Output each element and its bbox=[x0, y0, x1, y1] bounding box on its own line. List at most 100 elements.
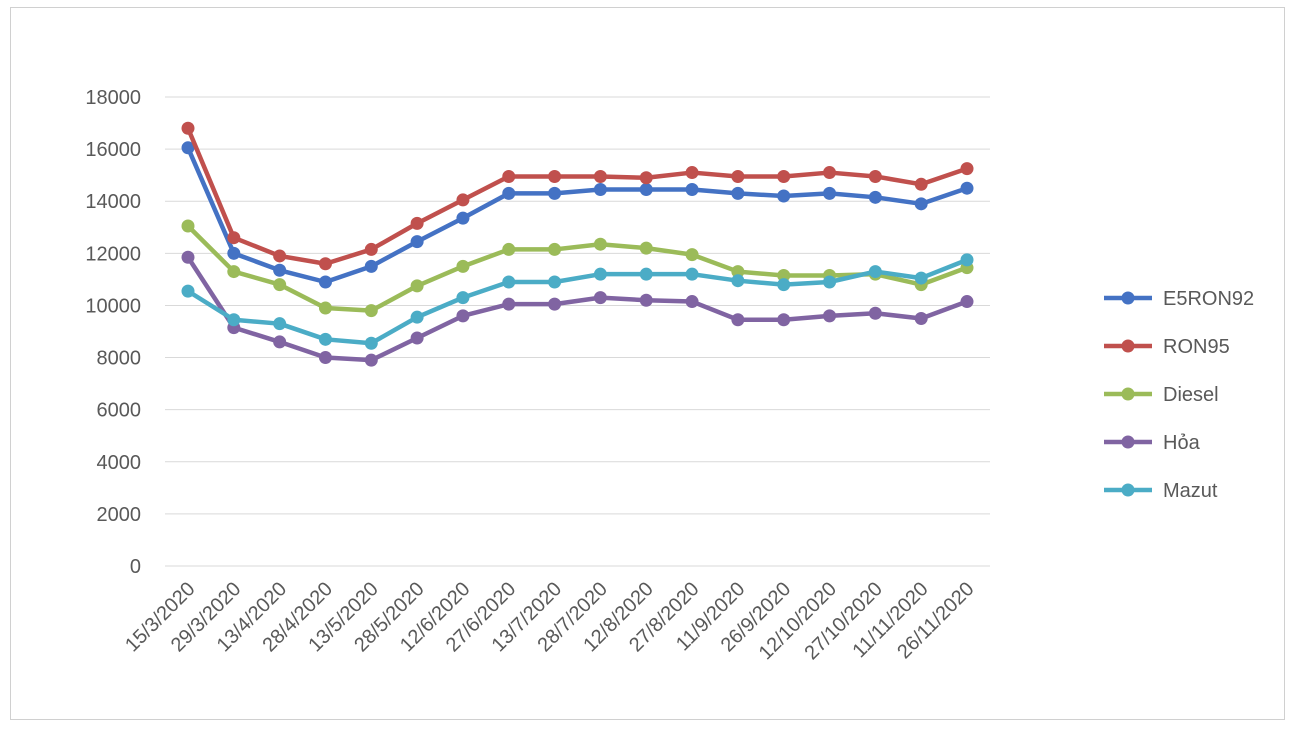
y-tick-label: 16000 bbox=[85, 139, 141, 161]
y-tick-label: 8000 bbox=[97, 348, 142, 370]
data-point bbox=[731, 313, 745, 327]
series-group bbox=[181, 121, 974, 367]
legend-label: Diesel bbox=[1163, 384, 1219, 406]
data-point bbox=[777, 169, 791, 183]
data-point bbox=[548, 297, 562, 311]
data-point bbox=[914, 197, 928, 211]
data-point bbox=[364, 336, 378, 350]
data-point bbox=[227, 231, 241, 245]
data-point bbox=[456, 211, 470, 225]
data-point bbox=[410, 331, 424, 345]
legend-label: RON95 bbox=[1163, 336, 1230, 358]
data-point bbox=[823, 166, 837, 180]
data-point bbox=[364, 242, 378, 256]
data-point bbox=[181, 121, 195, 135]
data-point bbox=[181, 284, 195, 298]
data-point bbox=[410, 235, 424, 249]
data-point bbox=[502, 169, 516, 183]
data-point bbox=[456, 193, 470, 207]
series-line bbox=[185, 223, 970, 313]
legend-label: E5RON92 bbox=[1163, 288, 1254, 310]
legend-swatch-marker bbox=[1121, 387, 1135, 401]
series-hỏa bbox=[181, 250, 974, 367]
y-tick-label: 10000 bbox=[85, 295, 141, 317]
data-point bbox=[273, 317, 287, 331]
legend-label: Mazut bbox=[1163, 480, 1218, 502]
data-point bbox=[685, 166, 699, 180]
series-diesel bbox=[181, 219, 974, 318]
data-point bbox=[593, 267, 607, 281]
data-point bbox=[960, 181, 974, 195]
y-tick-label: 2000 bbox=[97, 504, 142, 526]
series-e5ron92 bbox=[181, 141, 974, 289]
data-point bbox=[639, 241, 653, 255]
data-point bbox=[823, 186, 837, 200]
data-point bbox=[639, 293, 653, 307]
data-point bbox=[227, 246, 241, 260]
y-tick-label: 4000 bbox=[97, 452, 142, 474]
data-point bbox=[914, 271, 928, 285]
gridlines bbox=[165, 96, 990, 567]
data-point bbox=[914, 311, 928, 325]
data-point bbox=[502, 186, 516, 200]
data-point bbox=[273, 278, 287, 292]
data-point bbox=[364, 259, 378, 273]
data-point bbox=[685, 295, 699, 309]
data-point bbox=[456, 309, 470, 323]
data-point bbox=[593, 169, 607, 183]
y-tick-label: 6000 bbox=[97, 400, 142, 422]
legend-swatch-marker bbox=[1121, 435, 1135, 449]
legend-swatch-marker bbox=[1121, 291, 1135, 305]
data-point bbox=[685, 182, 699, 196]
data-point bbox=[777, 278, 791, 292]
data-point bbox=[685, 248, 699, 262]
data-point bbox=[593, 182, 607, 196]
data-point bbox=[731, 169, 745, 183]
legend-swatch-marker bbox=[1121, 339, 1135, 353]
data-point bbox=[777, 268, 791, 282]
y-tick-label: 12000 bbox=[85, 243, 141, 265]
y-axis-ticks: 0 2000 4000 6000 8000 10000 12000 14000 16000 180… bbox=[85, 87, 141, 578]
data-point bbox=[639, 267, 653, 281]
y-tick-label: 18000 bbox=[85, 87, 141, 109]
data-point bbox=[273, 335, 287, 349]
data-point bbox=[181, 141, 195, 155]
data-point bbox=[318, 332, 332, 346]
data-point bbox=[318, 351, 332, 365]
data-point bbox=[502, 297, 516, 311]
data-point bbox=[960, 295, 974, 309]
data-point bbox=[227, 313, 241, 327]
y-tick-label: 14000 bbox=[85, 191, 141, 213]
data-point bbox=[777, 189, 791, 203]
data-point bbox=[868, 306, 882, 320]
data-point bbox=[410, 279, 424, 293]
legend-item: Diesel bbox=[1104, 384, 1219, 406]
x-axis-ticks: 15/3/202029/3/202013/4/202028/4/202013/5… bbox=[121, 578, 978, 664]
data-point bbox=[868, 169, 882, 183]
series-ron95 bbox=[181, 121, 974, 271]
data-point bbox=[548, 186, 562, 200]
data-point bbox=[227, 265, 241, 279]
data-point bbox=[318, 275, 332, 289]
data-point bbox=[502, 275, 516, 289]
data-point bbox=[318, 301, 332, 315]
series-line bbox=[185, 254, 970, 363]
data-point bbox=[823, 275, 837, 289]
data-point bbox=[364, 304, 378, 318]
data-point bbox=[639, 171, 653, 185]
data-point bbox=[456, 259, 470, 273]
data-point bbox=[731, 186, 745, 200]
data-point bbox=[410, 310, 424, 324]
data-point bbox=[868, 265, 882, 279]
data-point bbox=[318, 257, 332, 271]
legend-item: E5RON92 bbox=[1104, 288, 1254, 310]
data-point bbox=[593, 237, 607, 251]
data-point bbox=[548, 242, 562, 256]
data-point bbox=[502, 242, 516, 256]
data-point bbox=[914, 177, 928, 191]
data-point bbox=[731, 274, 745, 288]
data-point bbox=[548, 169, 562, 183]
data-point bbox=[960, 253, 974, 267]
data-point bbox=[960, 162, 974, 176]
series-line bbox=[185, 126, 970, 267]
